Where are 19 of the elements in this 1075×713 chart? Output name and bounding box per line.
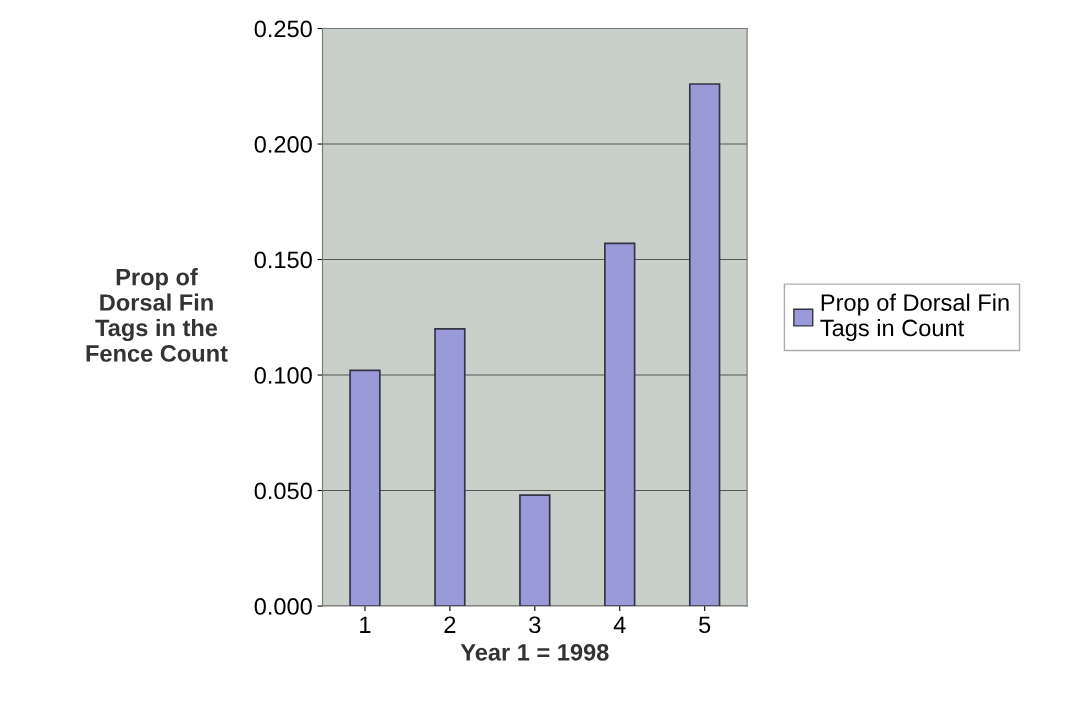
bar <box>349 369 381 607</box>
x-tick-label: 3 <box>529 616 541 634</box>
y-tick-label: 0.050 <box>254 482 312 500</box>
x-tick-label: 2 <box>444 616 456 633</box>
x-tick-label: 1 <box>360 616 371 633</box>
bar <box>519 494 551 607</box>
legend-label: Prop of Dorsal Fin Tags in Count <box>820 293 1009 342</box>
bar <box>604 242 636 607</box>
bar <box>434 328 466 607</box>
bar <box>688 83 721 607</box>
y-tick-label: 0.250 <box>254 20 312 38</box>
y-tick-label: 0.150 <box>254 251 312 269</box>
y-tick-label: 0.200 <box>254 136 312 153</box>
y-tick-label: 0.000 <box>254 598 312 615</box>
y-axis-title: Prop of Dorsal Fin Tags in the Fence Count <box>86 268 228 362</box>
x-tick-label: 4 <box>613 616 626 633</box>
x-tick-label: 5 <box>699 616 711 634</box>
x-axis-title: Year 1 = 1998 <box>460 643 609 661</box>
y-tick-label: 0.100 <box>254 367 312 384</box>
